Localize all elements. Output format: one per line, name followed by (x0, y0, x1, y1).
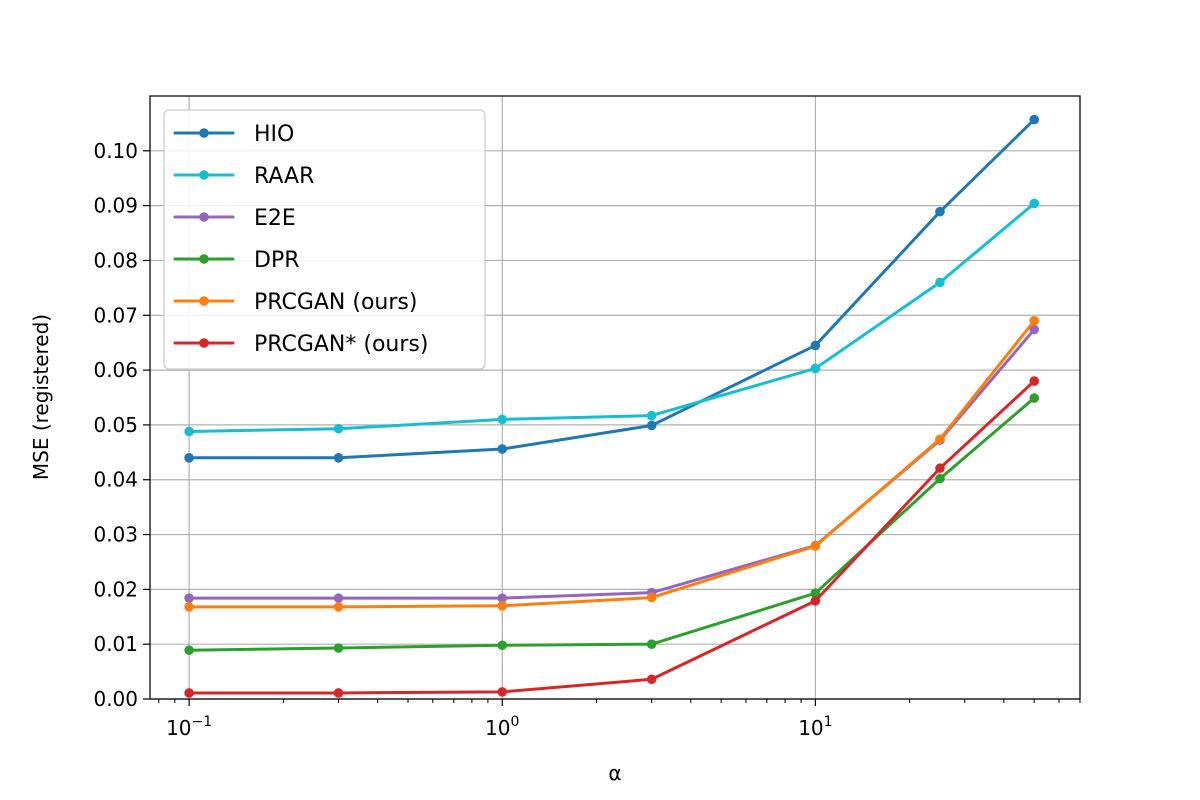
data-point (810, 588, 821, 599)
data-point (333, 602, 344, 612)
legend: HIO RAAR E2E DPR PRCGAN (ours) PRCGAN* (ours) (163, 109, 486, 370)
x-tick-label: 10−1 (166, 714, 212, 740)
y-tick-label: 0.09 (93, 194, 138, 218)
data-point (646, 674, 657, 685)
data-point (810, 363, 821, 374)
data-point (184, 453, 194, 463)
legend-label: E2E (254, 206, 296, 231)
legend-marker (199, 296, 209, 306)
legend-label: RAAR (254, 164, 314, 189)
data-point (646, 410, 657, 421)
y-tick-label: 0.02 (93, 577, 138, 601)
series-layer (184, 114, 1040, 698)
data-point (333, 593, 344, 603)
legend-item: PRCGAN* (ours) (173, 332, 428, 357)
y-axis: 0.00 0.01 0.02 0.03 0.04 0.05 0.06 0.07 0.08 0.09… (93, 139, 150, 711)
x-axis: 10−1 100 101 (158, 699, 1081, 740)
data-point (184, 645, 194, 656)
legend-label: PRCGAN* (ours) (254, 332, 428, 357)
data-point (810, 596, 821, 606)
data-point (184, 688, 194, 698)
data-point (1029, 324, 1040, 335)
series-RAAR (184, 198, 1040, 437)
data-point (810, 340, 821, 351)
data-point (646, 639, 657, 649)
x-tick-label: 100 (485, 714, 519, 740)
y-tick-label: 0.03 (93, 523, 138, 547)
legend-label: DPR (254, 248, 300, 273)
y-tick-label: 0.06 (93, 358, 138, 382)
x-tick-label: 101 (798, 714, 832, 740)
data-point (935, 473, 945, 484)
legend-marker (199, 254, 209, 264)
x-axis-label: α (608, 761, 621, 785)
legend-label: PRCGAN (ours) (254, 290, 417, 315)
data-point (497, 444, 508, 454)
data-point (333, 688, 344, 698)
data-point (935, 206, 945, 217)
series-PRCGAN* (ours) (184, 376, 1040, 698)
series-DPR (184, 393, 1040, 656)
data-point (333, 643, 344, 653)
data-point (1029, 315, 1040, 326)
series-HIO (184, 114, 1040, 463)
legend-item: DPR (173, 248, 300, 273)
legend-item: RAAR (173, 164, 314, 189)
legend-label: HIO (254, 122, 294, 147)
data-point (646, 592, 657, 603)
plot-frame (149, 95, 1081, 700)
y-tick-label: 0.01 (93, 632, 138, 656)
y-axis-label: MSE (registered) (29, 314, 53, 480)
data-point (810, 541, 821, 551)
data-point (497, 640, 508, 651)
data-point (497, 593, 508, 603)
data-point (1029, 198, 1040, 209)
y-tick-label: 0.10 (93, 139, 138, 163)
data-point (935, 277, 945, 288)
data-point (935, 463, 945, 474)
legend-marker (199, 338, 209, 348)
y-tick-label: 0.07 (93, 303, 138, 327)
y-tick-label: 0.05 (93, 413, 138, 437)
data-point (1029, 393, 1040, 403)
legend-item: PRCGAN (ours) (173, 290, 417, 315)
data-point (497, 414, 508, 425)
legend-item: E2E (173, 206, 296, 231)
data-point (1029, 376, 1040, 386)
legend-marker (199, 128, 209, 138)
y-tick-label: 0.08 (93, 248, 138, 272)
data-point (184, 593, 194, 603)
data-point (497, 601, 508, 611)
data-point (184, 602, 194, 612)
data-point (333, 453, 344, 463)
data-point (333, 423, 344, 434)
data-point (497, 687, 508, 697)
series-PRCGAN (ours) (184, 315, 1040, 612)
data-point (935, 434, 945, 444)
y-tick-label: 0.00 (93, 687, 138, 711)
legend-box (163, 109, 486, 370)
legend-marker (199, 170, 209, 180)
data-point (1029, 114, 1040, 125)
legend-marker (199, 212, 209, 222)
data-point (184, 426, 194, 437)
y-tick-label: 0.04 (93, 468, 138, 492)
data-point (646, 420, 657, 431)
legend-item: HIO (173, 122, 294, 147)
